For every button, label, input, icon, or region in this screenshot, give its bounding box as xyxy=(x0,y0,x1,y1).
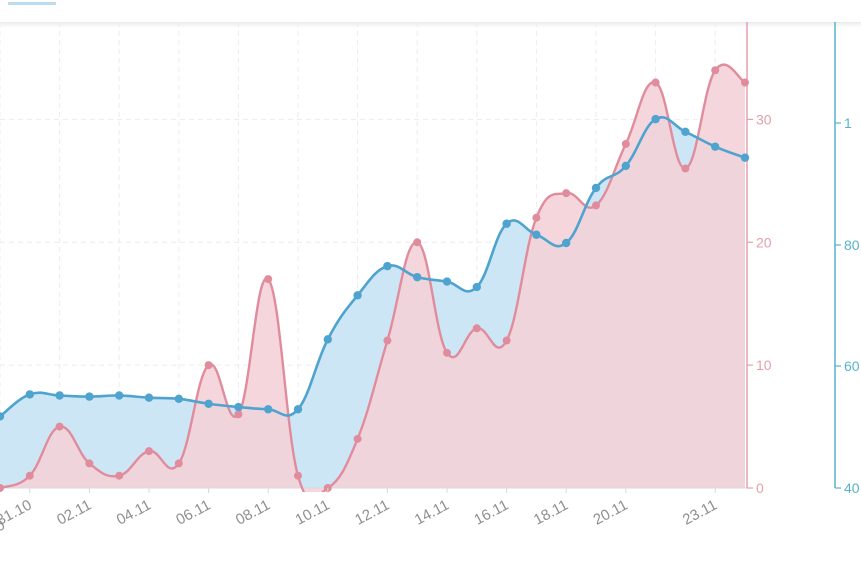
x-axis-tick-label-fragment: 0 xyxy=(0,517,8,536)
blue-data-point xyxy=(323,335,332,344)
right-axis-tick-label: 40 xyxy=(844,480,860,496)
blue-data-point xyxy=(562,238,571,248)
blue-data-point xyxy=(85,392,94,401)
pink-data-point xyxy=(383,336,392,345)
left-axis-tick-label: 10 xyxy=(756,357,772,373)
x-axis-tick-label: 16.11 xyxy=(471,497,511,529)
blue-data-point xyxy=(711,142,720,151)
x-axis-tick-label: 06.11 xyxy=(173,497,213,529)
blue-data-point xyxy=(25,390,34,399)
blue-data-point xyxy=(651,114,660,124)
blue-data-point xyxy=(621,161,630,171)
pink-data-point xyxy=(145,447,153,456)
pink-data-point xyxy=(115,471,124,480)
x-axis-tick-label: 18.11 xyxy=(531,497,571,529)
right-axis-tick-label: 60 xyxy=(844,358,860,374)
blue-series-line xyxy=(0,116,746,418)
chart-header-bar xyxy=(0,0,861,23)
pink-data-point xyxy=(472,324,481,333)
x-axis-tick-label: 20.11 xyxy=(591,497,631,529)
axes xyxy=(0,22,836,489)
pink-data-point xyxy=(174,459,183,468)
blue-data-point xyxy=(591,183,601,193)
pink-data-point xyxy=(592,201,600,210)
series-points xyxy=(0,66,750,492)
pink-data-point xyxy=(532,213,541,222)
blue-data-point xyxy=(293,405,303,414)
blue-data-point xyxy=(740,153,750,162)
blue-data-point xyxy=(264,405,273,414)
blue-data-point xyxy=(353,291,362,300)
pink-data-point xyxy=(294,471,302,480)
blue-data-point xyxy=(502,219,511,228)
blue-data-point xyxy=(383,261,392,271)
blue-data-point xyxy=(115,391,124,400)
blue-data-point xyxy=(55,391,64,400)
pink-data-point xyxy=(502,336,511,345)
pink-data-point xyxy=(651,78,660,87)
pink-data-point xyxy=(562,189,571,198)
pink-data-point xyxy=(0,484,4,492)
blue-data-point xyxy=(681,127,690,136)
x-axis-tick-label: 12.11 xyxy=(352,497,392,529)
x-axis-tick-label: 10.11 xyxy=(293,497,333,529)
right-axis-tick-label: 1 xyxy=(844,115,852,131)
blue-data-point xyxy=(234,402,243,412)
blue-data-point xyxy=(0,412,5,421)
pink-data-point xyxy=(85,459,94,468)
x-axis-tick-label: 14.11 xyxy=(412,497,452,529)
left-axis-tick-label: 30 xyxy=(756,111,772,127)
pink-series-area xyxy=(0,64,745,492)
pink-data-point xyxy=(353,434,362,443)
left-axis-tick-label: 20 xyxy=(756,234,772,250)
x-axis-tick-label: 31.10 xyxy=(0,497,35,530)
pink-data-point xyxy=(55,422,64,431)
pink-data-point xyxy=(443,348,451,357)
pink-data-point xyxy=(264,275,273,284)
pink-data-point xyxy=(741,78,749,87)
pink-data-point xyxy=(204,361,213,370)
x-axis-tick-label: 08.11 xyxy=(233,497,273,529)
blue-data-point xyxy=(472,282,481,292)
blue-data-point xyxy=(144,393,154,402)
pink-data-point xyxy=(25,471,34,480)
blue-data-point xyxy=(532,230,541,239)
x-axis-tick-label: 23.11 xyxy=(680,497,720,529)
left-axis-tick-label: 0 xyxy=(756,480,764,496)
x-axis-tick-label: 02.11 xyxy=(54,497,94,529)
pink-data-point xyxy=(621,139,630,148)
blue-data-point xyxy=(174,394,183,404)
right-axis-tick-label: 80 xyxy=(844,237,860,253)
x-axis-tick-label: 04.11 xyxy=(114,497,154,529)
series-areas xyxy=(0,64,745,492)
pink-data-point xyxy=(711,66,720,75)
blue-data-point xyxy=(204,399,213,408)
blue-data-point xyxy=(413,272,422,282)
pink-data-point xyxy=(681,164,690,173)
pink-data-point xyxy=(234,410,243,419)
blue-data-point xyxy=(442,277,452,286)
header-fragment xyxy=(8,0,56,5)
pink-data-point xyxy=(413,238,422,247)
